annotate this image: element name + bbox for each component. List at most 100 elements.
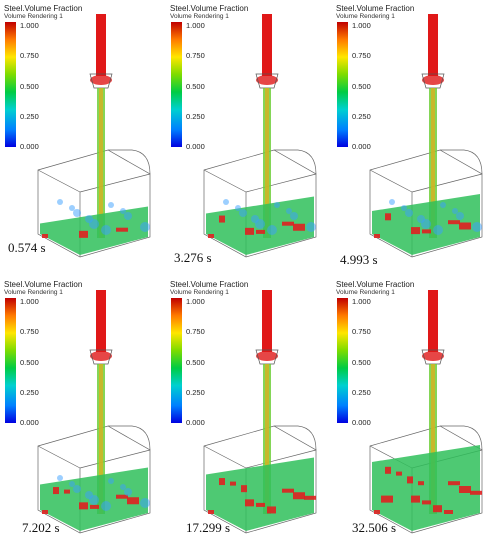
low-fraction-speckle <box>57 475 63 481</box>
simulation-panel: Steel.Volume Fraction Volume Rendering 1… <box>0 278 164 550</box>
colorbar-tick: 0.500 <box>20 358 39 367</box>
steel-stream <box>429 88 437 238</box>
steel-pool <box>206 457 316 531</box>
tundish-render <box>369 290 483 534</box>
legend-subtitle: Volume Rendering 1 <box>4 289 63 296</box>
steel-pool <box>206 196 316 255</box>
high-fraction-patch <box>381 495 393 503</box>
colorbar-tick: 0.500 <box>20 82 39 91</box>
high-fraction-patch <box>304 495 316 500</box>
high-fraction-patch <box>79 230 88 238</box>
shroud-nozzle <box>255 14 279 89</box>
low-fraction-speckle <box>440 202 446 208</box>
colorbar-tick: 0.500 <box>352 82 371 91</box>
tundish-render <box>203 14 317 258</box>
tundish-render <box>369 14 483 258</box>
low-fraction-speckle <box>69 481 75 487</box>
colorbar-tick: 0.750 <box>352 327 371 336</box>
steel-stream <box>263 364 271 514</box>
low-fraction-speckle <box>417 215 425 223</box>
high-fraction-patch <box>219 215 225 223</box>
high-fraction-patch <box>256 229 265 234</box>
low-fraction-speckle <box>452 208 458 214</box>
low-fraction-speckle <box>120 484 126 490</box>
high-fraction-patch <box>396 471 402 476</box>
steel-pool <box>40 467 150 531</box>
colorbar <box>337 298 348 423</box>
low-fraction-speckle <box>267 225 277 235</box>
high-fraction-patch <box>64 489 70 494</box>
high-fraction-patch <box>282 488 294 493</box>
high-fraction-patch <box>245 499 254 507</box>
legend-subtitle: Volume Rendering 1 <box>336 289 395 296</box>
colorbar <box>171 22 182 147</box>
pool-surface <box>40 206 148 255</box>
low-fraction-speckle <box>120 208 126 214</box>
high-fraction-patch <box>433 505 442 513</box>
time-label: 32.506 s <box>352 520 397 535</box>
low-fraction-speckle <box>433 225 443 235</box>
high-fraction-patch <box>127 497 139 505</box>
tundish-render <box>203 290 317 534</box>
steel-stream <box>263 88 271 238</box>
colorbar-tick: 1.000 <box>352 21 371 30</box>
legend-title: Steel.Volume Fraction <box>336 280 415 289</box>
steel-pool <box>372 194 482 255</box>
time-label: 4.993 s <box>340 252 378 267</box>
colorbar-tick: 0.000 <box>20 418 39 427</box>
simulation-panel: Steel.Volume Fraction Volume Rendering 1… <box>332 278 496 550</box>
high-fraction-patch <box>407 476 413 484</box>
colorbar-tick: 0.500 <box>186 358 205 367</box>
high-fraction-patch <box>282 221 294 226</box>
colorbar-tick: 0.750 <box>20 327 39 336</box>
colorbar-tick: 1.000 <box>186 297 205 306</box>
low-fraction-speckle <box>73 485 81 493</box>
high-fraction-patch <box>385 213 391 221</box>
low-fraction-speckle <box>101 501 111 511</box>
high-fraction-patch <box>53 487 59 495</box>
colorbar-tick: 0.750 <box>20 51 39 60</box>
high-fraction-patch <box>241 485 247 493</box>
tundish-render <box>37 14 151 258</box>
high-fraction-patch <box>42 234 48 238</box>
legend-title: Steel.Volume Fraction <box>170 280 249 289</box>
colorbar-tick: 0.000 <box>352 418 371 427</box>
low-fraction-speckle <box>290 212 298 220</box>
low-fraction-speckle <box>223 199 229 205</box>
shroud-nozzle <box>89 14 113 89</box>
high-fraction-patch <box>293 492 305 500</box>
tundish-render <box>37 290 151 534</box>
high-fraction-patch <box>219 478 225 486</box>
colorbar-tick: 0.250 <box>352 388 371 397</box>
high-fraction-patch <box>256 502 265 507</box>
high-fraction-patch <box>293 223 305 231</box>
tundish-outline <box>203 149 317 258</box>
low-fraction-speckle <box>124 212 132 220</box>
colorbar <box>337 22 348 147</box>
steel-pool <box>372 445 482 531</box>
colorbar-tick: 0.750 <box>186 327 205 336</box>
low-fraction-speckle <box>389 199 395 205</box>
low-fraction-speckle <box>73 209 81 217</box>
tundish-outline <box>37 149 151 258</box>
low-fraction-speckle <box>405 209 413 217</box>
shroud-nozzle <box>255 290 279 365</box>
colorbar-tick: 0.000 <box>186 418 205 427</box>
legend-subtitle: Volume Rendering 1 <box>170 289 229 296</box>
low-fraction-speckle <box>472 222 482 232</box>
colorbar-tick: 1.000 <box>186 21 205 30</box>
high-fraction-patch <box>245 227 254 235</box>
colorbar-tick: 0.750 <box>186 51 205 60</box>
steel-stream <box>97 364 105 514</box>
shroud-nozzle <box>421 14 445 89</box>
low-fraction-speckle <box>85 215 93 223</box>
high-fraction-patch <box>470 490 482 495</box>
simulation-panel: Steel.Volume Fraction Volume Rendering 1… <box>0 2 164 274</box>
low-fraction-speckle <box>274 202 280 208</box>
colorbar-tick: 0.000 <box>352 142 371 151</box>
simulation-panel: Steel.Volume Fraction Volume Rendering 1… <box>332 2 496 274</box>
colorbar-tick: 0.000 <box>186 142 205 151</box>
legend-subtitle: Volume Rendering 1 <box>170 13 229 20</box>
high-fraction-patch <box>448 481 460 486</box>
colorbar-tick: 0.250 <box>186 388 205 397</box>
